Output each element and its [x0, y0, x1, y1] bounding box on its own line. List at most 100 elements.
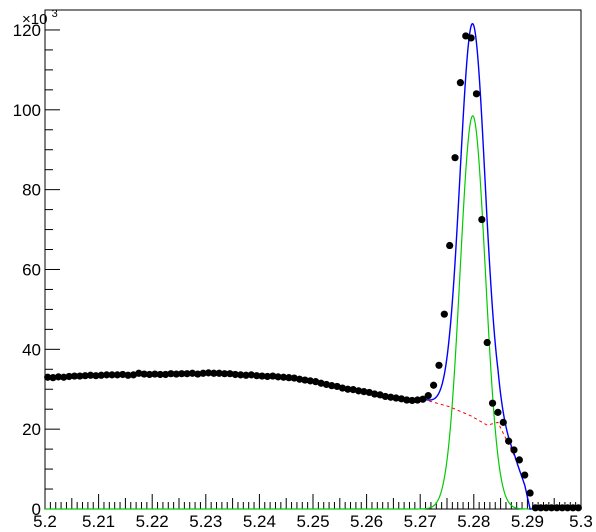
data-point — [408, 396, 416, 405]
data-point — [231, 370, 239, 379]
y-tick-label: 40 — [22, 340, 41, 359]
data-point — [70, 372, 79, 380]
data-point — [103, 371, 111, 379]
data-point — [569, 504, 577, 512]
data-point — [86, 371, 95, 379]
x-tick-label: 5.3 — [569, 512, 593, 531]
data-point — [456, 79, 464, 87]
data-point — [113, 371, 121, 379]
data-point — [92, 372, 100, 380]
data-point — [199, 369, 207, 377]
data-point — [296, 375, 304, 383]
x-tick-label: 5.23 — [189, 512, 222, 531]
data-point — [564, 504, 572, 512]
data-point — [322, 380, 330, 389]
data-point — [162, 370, 170, 379]
data-point — [413, 396, 422, 404]
data-point — [387, 393, 395, 401]
data-point — [119, 370, 127, 379]
data-point — [419, 395, 427, 403]
x-tick-label: 5.2 — [33, 512, 57, 531]
data-point — [108, 371, 116, 379]
data-point — [537, 504, 545, 512]
data-point — [499, 418, 507, 426]
y-tick-label: 60 — [22, 260, 41, 279]
data-point — [488, 399, 497, 407]
data-point — [553, 504, 561, 512]
data-point — [360, 388, 368, 396]
data-point — [194, 370, 202, 378]
data-point — [145, 370, 154, 379]
y-tick-label: 0 — [32, 500, 41, 519]
data-point — [440, 310, 448, 318]
plot-frame — [44, 9, 582, 510]
data-point — [494, 408, 502, 416]
data-point — [403, 396, 411, 404]
x-tick-label: 5.26 — [350, 512, 383, 531]
data-point — [60, 373, 68, 381]
data-point — [547, 504, 556, 512]
data-point — [65, 372, 73, 381]
data-point — [274, 373, 282, 381]
data-point — [258, 372, 266, 380]
fit-curves — [45, 22, 581, 510]
data-point — [338, 384, 347, 392]
data-point — [237, 371, 245, 379]
data-point — [81, 372, 89, 380]
data-point — [178, 370, 186, 378]
data-point — [285, 374, 293, 382]
data-point — [140, 370, 148, 378]
data-point — [210, 369, 218, 377]
data-point — [317, 379, 325, 387]
data-point — [204, 369, 213, 377]
data-point — [483, 338, 491, 347]
x-axis: 5.2 5.21 5.22 5.23 5.24 5.25 5.26 5.27 5.28 5.29 5… — [33, 494, 593, 531]
data-point — [279, 373, 288, 381]
data-point — [349, 386, 357, 394]
y-multiplier-label: ×10 3 — [22, 8, 58, 28]
data-point — [574, 504, 582, 512]
data-point — [263, 372, 272, 381]
data-point — [328, 382, 336, 390]
data-point — [510, 446, 518, 454]
x-tick-label: 5.22 — [136, 512, 169, 531]
data-point — [435, 361, 443, 369]
x-tick-label: 5.25 — [296, 512, 329, 531]
data-point — [156, 370, 164, 379]
data-point — [344, 385, 352, 393]
x-tick-label: 5.24 — [243, 512, 276, 531]
data-point — [135, 369, 143, 377]
x-tick-label: 5.21 — [82, 512, 115, 531]
data-point — [172, 370, 180, 378]
x-tick-label: 5.27 — [404, 512, 437, 531]
x-tick-label: 5.28 — [457, 512, 490, 531]
data-point — [381, 392, 389, 401]
data-point — [124, 371, 132, 379]
data-point — [371, 390, 379, 398]
data-point — [306, 377, 314, 385]
data-point — [97, 371, 105, 379]
data-point — [220, 370, 229, 378]
y-tick-label: 120 — [13, 21, 41, 40]
data-point — [526, 489, 534, 497]
data-point — [151, 370, 159, 378]
data-point — [531, 504, 540, 512]
data-point — [478, 215, 486, 224]
data-point — [290, 374, 298, 382]
y-multiplier-base: ×10 — [22, 11, 47, 28]
data-point — [253, 372, 261, 380]
data-point — [183, 370, 191, 378]
data-point — [49, 374, 57, 382]
data-point — [424, 392, 432, 400]
data-point — [392, 394, 400, 402]
data-point — [76, 372, 84, 380]
data-point — [397, 395, 406, 403]
data-point — [215, 369, 223, 377]
data-points — [44, 32, 582, 512]
data-point — [269, 372, 277, 380]
signal-component-curve — [45, 115, 581, 510]
y-tick-label: 100 — [13, 101, 41, 120]
data-point — [472, 90, 481, 98]
data-point — [44, 373, 52, 381]
